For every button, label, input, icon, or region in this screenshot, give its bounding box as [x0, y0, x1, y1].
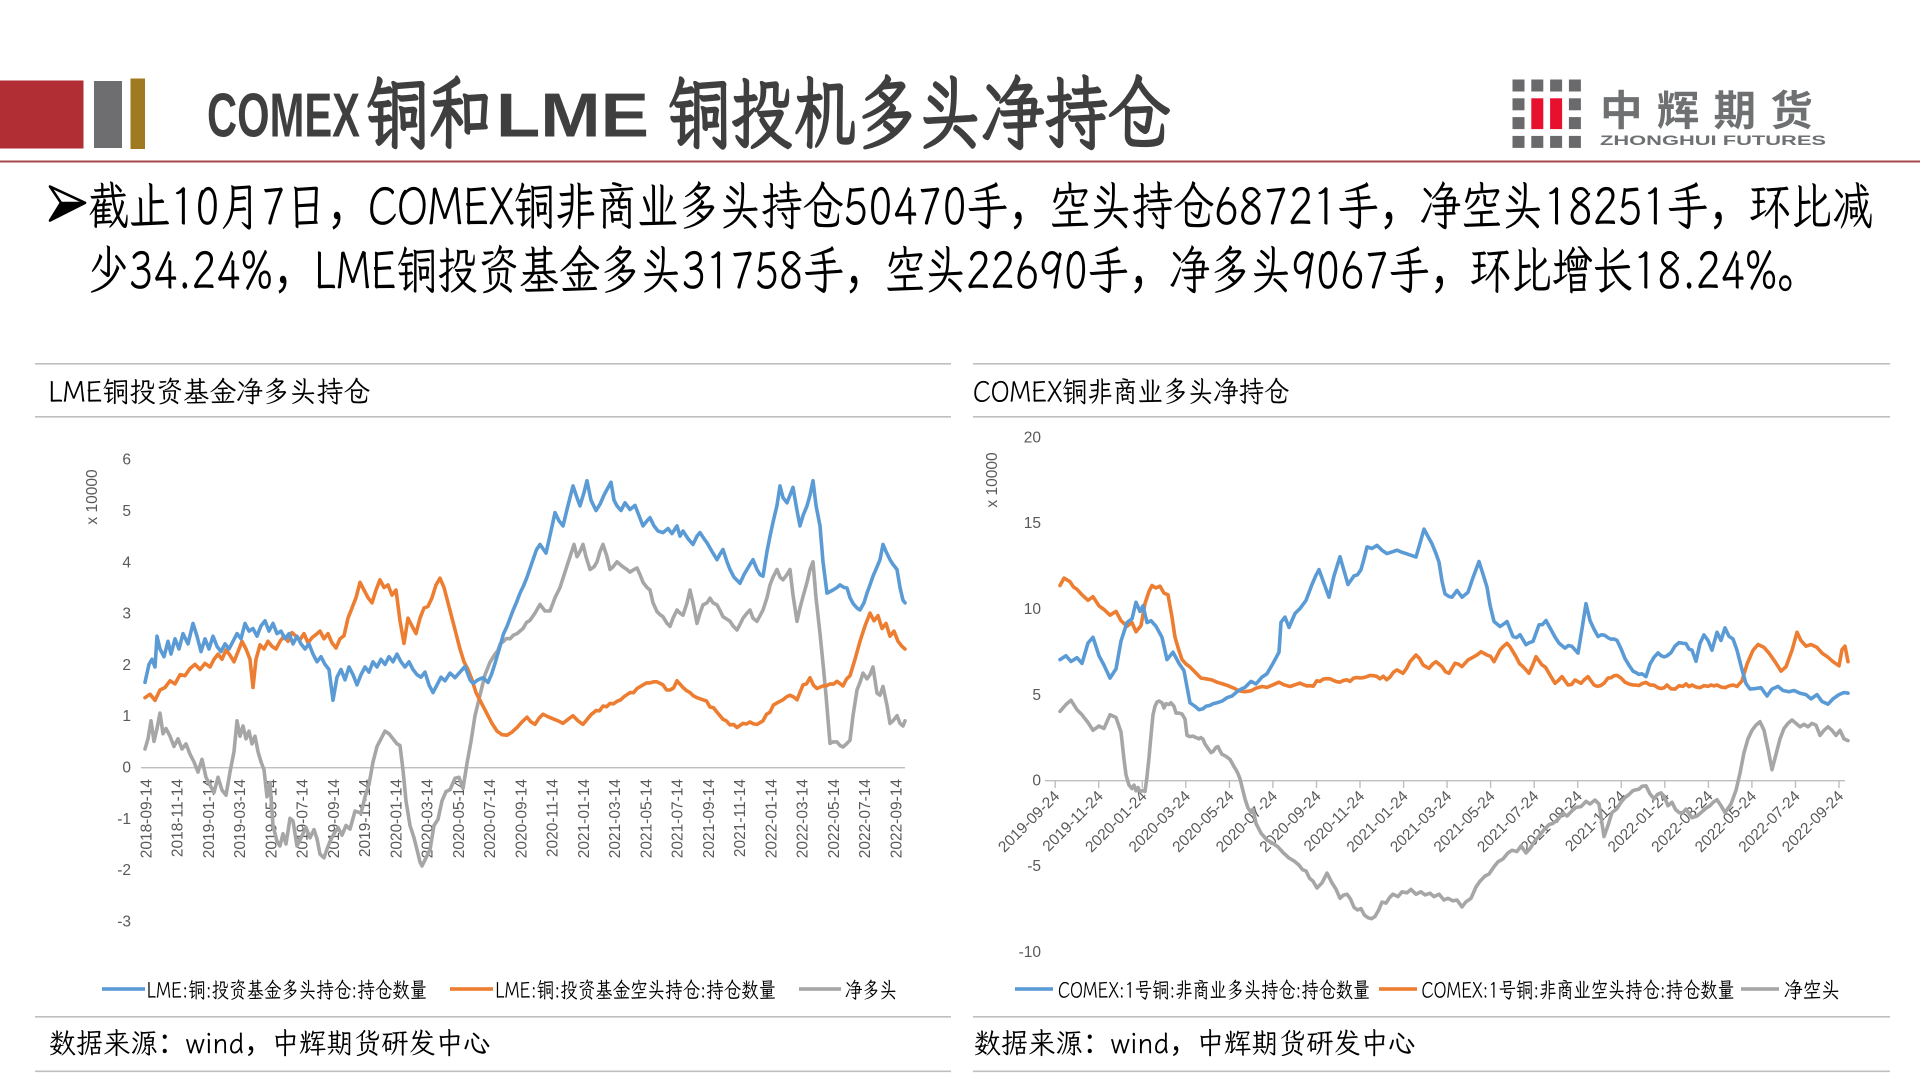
svg-text:-5: -5	[1027, 858, 1041, 875]
svg-text:2022-07-14: 2022-07-14	[857, 779, 874, 859]
svg-text:2018-11-14: 2018-11-14	[170, 779, 187, 858]
svg-text:2018-09-14: 2018-09-14	[138, 779, 155, 859]
svg-text:0: 0	[122, 760, 131, 777]
svg-text:2022-05-14: 2022-05-14	[826, 779, 843, 859]
svg-text:x 10000: x 10000	[84, 469, 101, 525]
svg-text:10: 10	[1024, 601, 1042, 618]
svg-text:0: 0	[1032, 773, 1041, 790]
svg-text:LME: LME	[496, 82, 649, 151]
svg-text:20: 20	[1024, 430, 1042, 447]
svg-text:COMEX: COMEX	[207, 82, 360, 151]
svg-text:2: 2	[122, 657, 131, 674]
svg-text:2020-03-14: 2020-03-14	[420, 779, 437, 859]
svg-text:2022-01-14: 2022-01-14	[764, 779, 781, 859]
svg-text:4: 4	[122, 554, 131, 571]
svg-text:-2: -2	[117, 862, 131, 879]
svg-text:2020-07-14: 2020-07-14	[482, 779, 499, 859]
svg-text:3: 3	[122, 606, 131, 623]
svg-text:6: 6	[122, 452, 131, 469]
svg-text:x 10000: x 10000	[984, 452, 1001, 508]
svg-text:2022-03-14: 2022-03-14	[795, 779, 812, 859]
svg-text:2019-01-14: 2019-01-14	[201, 779, 218, 859]
svg-text:-1: -1	[117, 811, 131, 828]
svg-text:5: 5	[1032, 687, 1041, 704]
svg-text:15: 15	[1024, 515, 1041, 532]
svg-text:2021-03-14: 2021-03-14	[607, 779, 624, 859]
svg-text:2019-03-14: 2019-03-14	[232, 779, 249, 859]
svg-text:-10: -10	[1019, 944, 1042, 961]
svg-text:2021-09-14: 2021-09-14	[701, 779, 718, 859]
svg-text:2020-05-14: 2020-05-14	[451, 779, 468, 859]
svg-text:2021-07-14: 2021-07-14	[670, 779, 687, 859]
svg-text:2019-11-14: 2019-11-14	[357, 779, 374, 858]
svg-text:ZHONGHUI FUTURES: ZHONGHUI FUTURES	[1600, 133, 1826, 148]
svg-text:1: 1	[122, 708, 131, 725]
svg-text:2020-01-14: 2020-01-14	[388, 779, 405, 859]
svg-text:5: 5	[122, 503, 131, 520]
svg-text:-3: -3	[117, 913, 131, 930]
svg-text:2021-01-14: 2021-01-14	[576, 779, 593, 859]
svg-text:2020-09-14: 2020-09-14	[513, 779, 530, 859]
svg-text:2021-11-14: 2021-11-14	[732, 779, 749, 858]
svg-text:2022-09-14: 2022-09-14	[889, 779, 906, 859]
svg-text:2021-05-14: 2021-05-14	[638, 779, 655, 859]
svg-text:2020-11-14: 2020-11-14	[545, 779, 562, 858]
